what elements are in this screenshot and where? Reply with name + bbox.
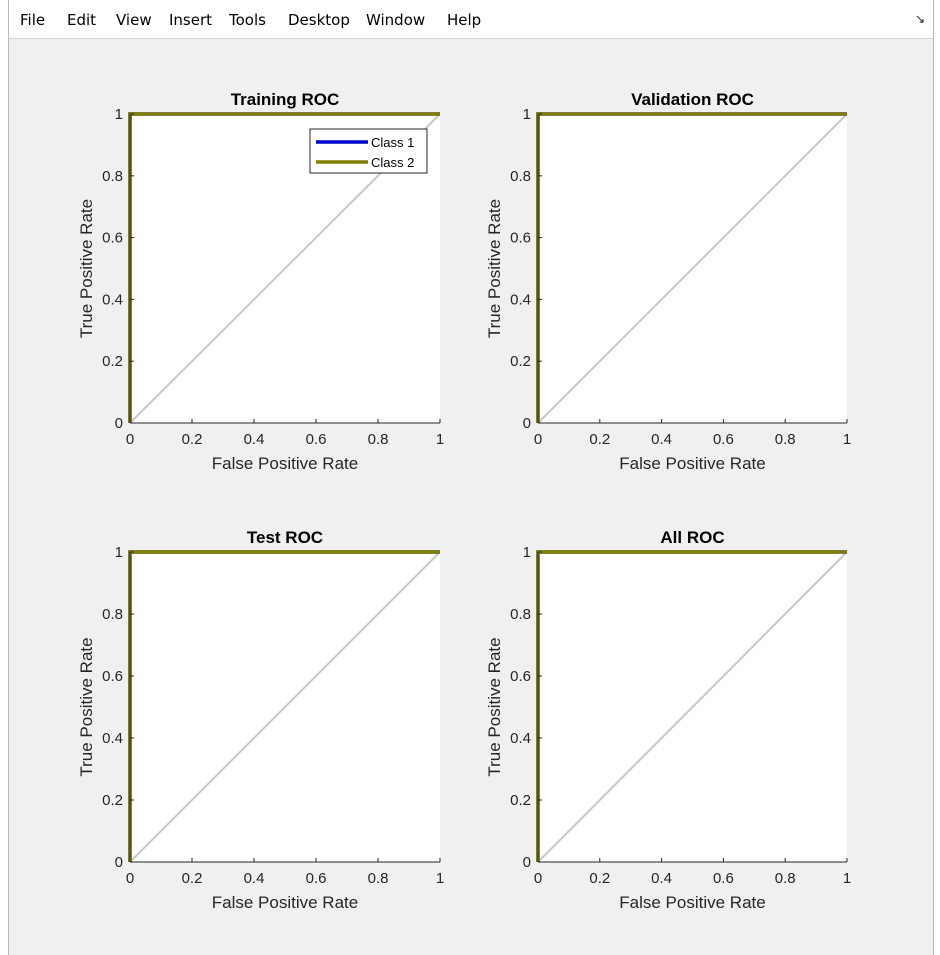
menu-desktop[interactable]: Desktop [288,11,350,29]
y-axis-label: True Positive Rate [77,637,96,776]
y-tick-label: 0.6 [510,668,531,685]
y-axis-label: True Positive Rate [485,199,504,338]
y-tick-label: 0.6 [102,668,123,685]
y-tick-label: 0.2 [102,792,123,809]
y-tick-label: 0.8 [510,168,531,185]
x-axis-label: False Positive Rate [212,454,358,473]
x-tick-label: 0.8 [368,431,389,448]
x-tick-label: 1 [436,431,444,448]
x-tick-label: 0.6 [306,431,327,448]
reference-diagonal [537,113,848,424]
y-tick-label: 0.8 [102,168,123,185]
menu-window[interactable]: Window [366,11,426,29]
y-tick-label: 0.4 [102,291,123,308]
x-tick-label: 1 [843,431,851,448]
x-tick-label: 1 [843,870,851,887]
y-tick-label: 0 [523,415,531,432]
y-tick-label: 0 [115,854,123,871]
roc-figure: 0 0.2 0.4 0.6 0.8 1 0 0.2 0.4 0.6 0.8 1 Training ROC… [77,90,851,912]
x-tick-label: 0.4 [651,431,672,448]
menu-view[interactable]: View [116,11,152,29]
menu-insert[interactable]: Insert [169,11,213,29]
legend-box [309,128,428,174]
x-tick-label: 0.2 [182,870,203,887]
y-tick-label: 0.2 [510,353,531,370]
x-axis-label: False Positive Rate [212,893,358,912]
y-tick-label: 0.4 [510,291,531,308]
y-tick-label: 1 [523,106,531,123]
x-tick-label: 0.2 [182,431,203,448]
x-tick-label: 0.4 [651,870,672,887]
x-tick-label: 1 [436,870,444,887]
plot-title: Validation ROC [631,90,754,109]
x-axis-label: False Positive Rate [619,454,765,473]
x-tick-label: 0 [126,431,134,448]
reference-diagonal [537,551,848,863]
y-axis-label: True Positive Rate [485,637,504,776]
reference-diagonal [129,551,441,863]
plot-title: All ROC [660,528,724,547]
x-tick-label: 0.2 [589,870,610,887]
menu-bar: File Edit View Insert Tools Desktop Wind… [9,0,933,39]
y-tick-label: 0.4 [102,730,123,747]
x-tick-label: 0 [534,870,542,887]
x-tick-label: 0.6 [713,431,734,448]
x-axis-label: False Positive Rate [619,893,765,912]
menu-file[interactable]: File [20,11,46,29]
x-tick-label: 0.8 [775,870,796,887]
roc-plot-4: 0 0.2 0.4 0.6 0.8 1 0 0.2 0.4 0.6 0.8 1 All ROC False… [485,528,851,912]
menu-edit[interactable]: Edit [67,11,97,29]
y-tick-label: 1 [115,544,123,561]
y-tick-label: 0 [115,415,123,432]
x-tick-label: 0.2 [589,431,610,448]
plot-title: Test ROC [247,528,323,547]
legend-label: Class 1 [371,135,414,150]
menu-tools[interactable]: Tools [229,11,266,29]
y-tick-label: 0.2 [510,792,531,809]
x-tick-label: 0.6 [713,870,734,887]
roc-plot-3: 0 0.2 0.4 0.6 0.8 1 0 0.2 0.4 0.6 0.8 1 Test ROC Fals… [77,528,444,912]
y-tick-label: 0.8 [510,606,531,623]
legend: Class 1 Class 2 [309,128,428,174]
x-tick-label: 0.4 [244,431,265,448]
y-tick-label: 0.6 [102,230,123,247]
x-tick-label: 0.4 [244,870,265,887]
x-tick-label: 0 [126,870,134,887]
y-axis-label: True Positive Rate [77,199,96,338]
figure-window: File Edit View Insert Tools Desktop Wind… [8,0,934,955]
x-tick-label: 0.6 [306,870,327,887]
x-tick-label: 0.8 [368,870,389,887]
menu-help[interactable]: Help [447,11,482,29]
y-tick-label: 0.8 [102,606,123,623]
x-tick-label: 0.8 [775,431,796,448]
plot-title: Training ROC [231,90,340,109]
y-tick-label: 1 [115,106,123,123]
y-tick-label: 0.4 [510,730,531,747]
legend-label: Class 2 [371,155,414,170]
x-tick-label: 0 [534,431,542,448]
dock-arrow-icon[interactable]: ↘ [914,12,925,26]
y-tick-label: 0.2 [102,353,123,370]
y-tick-label: 1 [523,544,531,561]
roc-plot-2: 0 0.2 0.4 0.6 0.8 1 0 0.2 0.4 0.6 0.8 1 Validation R… [485,90,851,473]
roc-plot-1: 0 0.2 0.4 0.6 0.8 1 0 0.2 0.4 0.6 0.8 1 Training ROC… [77,90,444,473]
y-tick-label: 0.6 [510,230,531,247]
y-tick-label: 0 [523,854,531,871]
